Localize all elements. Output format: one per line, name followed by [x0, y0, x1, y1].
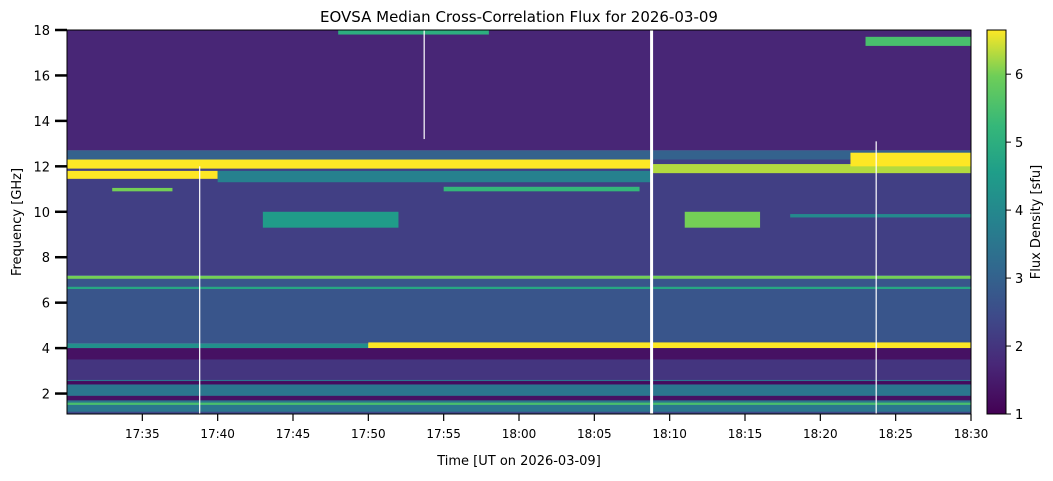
y-axis-label: Frequency [GHz]: [10, 168, 25, 276]
x-tick-label: 18:05: [577, 427, 612, 441]
x-tick-label: 18:20: [803, 427, 838, 441]
x-axis-label: Time [UT on 2026-03-09]: [436, 454, 601, 469]
flux-band: [443, 186, 640, 192]
x-tick-label: 17:45: [276, 427, 311, 441]
flux-band: [67, 348, 971, 360]
flux-band: [67, 395, 971, 401]
flux-band: [865, 36, 971, 46]
flux-band: [67, 359, 971, 380]
flux-band: [67, 30, 971, 151]
y-tick-label: 4: [42, 342, 50, 357]
x-tick-label: 18:15: [728, 427, 763, 441]
flux-band: [67, 159, 652, 169]
colorbar-label: Flux Density [sfu]: [1029, 165, 1044, 279]
y-tick-label: 14: [33, 115, 50, 130]
data-gap-line: [650, 30, 654, 414]
x-tick-label: 17:40: [200, 427, 235, 441]
flux-band: [790, 214, 971, 218]
flux-band: [112, 187, 173, 192]
x-tick-label: 17:35: [125, 427, 160, 441]
y-tick-label: 8: [42, 251, 50, 266]
x-tick-label: 17:55: [426, 427, 461, 441]
flux-band: [217, 170, 652, 183]
colorbar: [986, 29, 1007, 415]
x-tick-label: 18:30: [954, 427, 989, 441]
flux-band: [67, 381, 971, 385]
y-tick-label: 16: [33, 69, 50, 84]
x-tick-label: 18:00: [502, 427, 537, 441]
y-tick-label: 6: [42, 297, 50, 312]
flux-band: [368, 342, 971, 349]
flux-band: [67, 275, 971, 279]
flux-band: [67, 170, 218, 179]
colorbar-tick-label: 1: [1015, 408, 1023, 423]
flux-band: [850, 152, 971, 167]
data-gap-line: [875, 141, 877, 414]
flux-band: [67, 286, 971, 290]
flux-band: [262, 211, 399, 228]
y-tick-label: 18: [33, 24, 50, 39]
colorbar-tick-label: 6: [1015, 68, 1023, 83]
x-tick-label: 18:10: [652, 427, 687, 441]
flux-band: [651, 164, 971, 174]
colorbar-tick-label: 3: [1015, 272, 1023, 287]
x-tick-label: 18:25: [878, 427, 913, 441]
flux-band: [684, 211, 761, 228]
flux-band: [67, 343, 369, 349]
y-tick-label: 12: [33, 160, 50, 175]
x-tick-label: 17:50: [351, 427, 386, 441]
data-gap-line: [423, 30, 425, 140]
y-tick-label: 10: [33, 206, 50, 221]
flux-band: [338, 30, 489, 35]
colorbar-tick-label: 5: [1015, 136, 1023, 151]
flux-band: [67, 150, 971, 160]
flux-band: [67, 379, 971, 412]
data-gap-line: [199, 166, 201, 414]
colorbar-tick-label: 2: [1015, 340, 1023, 355]
y-tick-label: 2: [42, 388, 50, 403]
chart-title: EOVSA Median Cross-Correlation Flux for …: [320, 8, 718, 26]
flux-band: [67, 402, 971, 405]
colorbar-tick-label: 4: [1015, 204, 1023, 219]
flux-band: [67, 275, 971, 344]
